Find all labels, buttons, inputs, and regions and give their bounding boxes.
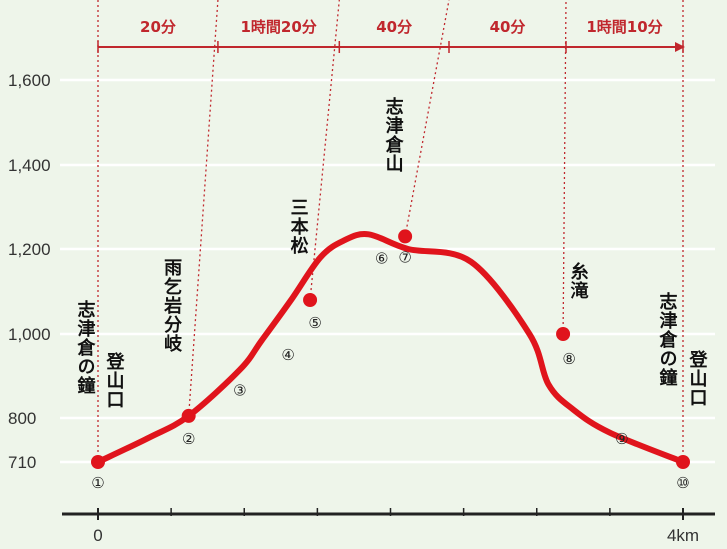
segment-guide-line (404, 0, 450, 237)
waypoint-number: ⑧ (562, 350, 575, 368)
waypoint-number: ⑨ (615, 430, 628, 448)
waypoint-number: ⑥ (375, 249, 388, 267)
segment-guide-line (562, 0, 567, 335)
segment-time-label: 1時間10分 (586, 18, 662, 36)
segment-times: 20分 1時間20分 40分 40分 1時間10分 (97, 18, 685, 53)
place-label: 雨乞岩分岐 (161, 258, 183, 353)
segment-guides (97, 0, 684, 462)
x-tick-label: 0 (93, 526, 102, 545)
place-label: 糸滝 (568, 261, 589, 300)
waypoint-dot (91, 455, 105, 469)
waypoints: ① ② ③ ④⑤ ⑥ ⑦ ⑧ ⑨ ⑩ (91, 229, 690, 492)
waypoint-number: ② (182, 430, 195, 448)
waypoint-number: ⑤ (308, 314, 321, 332)
y-tick-label: 710 (8, 453, 36, 472)
y-tick-label: 1,000 (8, 325, 51, 344)
place-label: 登山口 (687, 349, 709, 407)
waypoint-dot (303, 293, 318, 307)
place-label: 志津倉の鐘 (75, 299, 97, 395)
time-bar-arrowhead (675, 42, 685, 52)
waypoint-number: ⑩ (676, 474, 689, 492)
waypoint-dot (181, 408, 196, 423)
segment-time-label: 40分 (490, 18, 526, 36)
waypoint-dot (556, 327, 571, 341)
segment-time-label: 40分 (376, 18, 412, 36)
x-tick-label: 4km (667, 526, 699, 545)
waypoint-dot (676, 455, 690, 469)
place-label: 登山口 (104, 351, 126, 409)
grid-lines (60, 78, 715, 464)
axis-ticks: 1,600 1,400 1,200 1,000 800 710 0 4km (8, 71, 715, 545)
place-label: 志津倉山 (383, 96, 405, 173)
segment-time-label: 1時間20分 (240, 18, 316, 36)
place-label: 志津倉の鐘 (657, 291, 679, 387)
waypoint-number: ④ (281, 346, 294, 364)
y-tick-label: 1,600 (8, 71, 51, 90)
place-label: 三本松 (288, 198, 309, 255)
profile-line (95, 231, 686, 465)
waypoint-number: ⑦ (398, 248, 411, 266)
waypoint-number: ③ (233, 382, 246, 400)
segment-guide-line (309, 0, 340, 301)
elevation-profile (95, 231, 686, 465)
y-tick-label: 1,200 (8, 240, 51, 259)
y-tick-label: 800 (8, 409, 36, 428)
waypoint-number: ① (91, 474, 104, 492)
y-tick-label: 1,400 (8, 156, 51, 175)
segment-time-label: 20分 (140, 18, 176, 36)
waypoint-dot (398, 229, 413, 244)
